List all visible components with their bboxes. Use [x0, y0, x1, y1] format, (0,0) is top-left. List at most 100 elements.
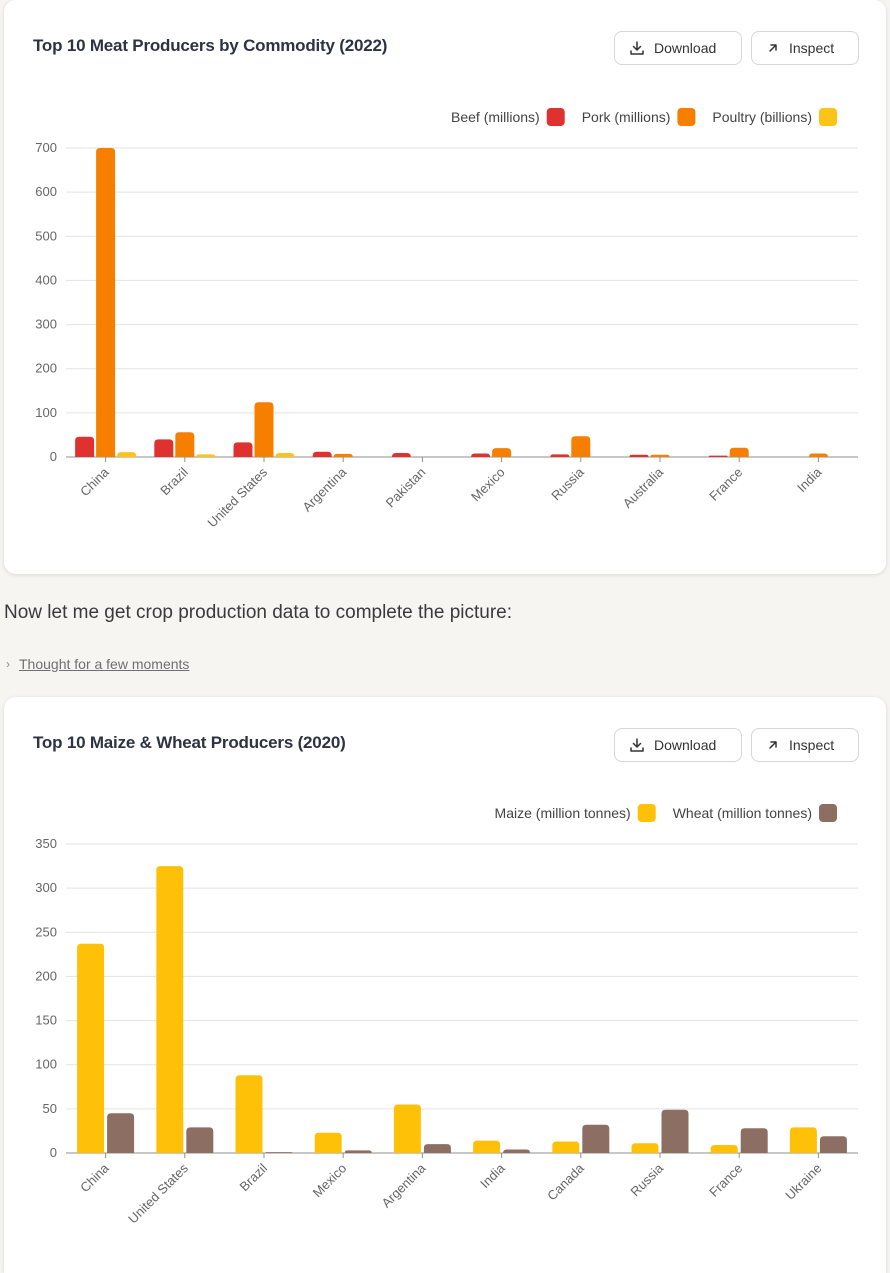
bar	[650, 454, 670, 457]
bar	[235, 1075, 263, 1153]
legend-swatch	[546, 108, 565, 126]
x-tick-label: China	[77, 1160, 112, 1195]
bar	[154, 439, 174, 457]
bar	[175, 432, 195, 457]
x-tick-label: Pakistan	[383, 465, 429, 511]
inspect-label: Inspect	[789, 40, 835, 56]
chevron-right-icon: ›	[6, 657, 10, 671]
crop-bar-chart: 0 50 100 150 200 250 300 350 Maize (million tonn…	[35, 804, 858, 1226]
x-tick-label: United States	[125, 1160, 191, 1226]
legend-label: Poultry (billions)	[712, 109, 812, 125]
y-tick-label: 500	[35, 228, 57, 243]
bar	[275, 453, 295, 457]
legend-label: Pork (millions)	[582, 109, 671, 125]
legend-label: Beef (millions)	[451, 109, 540, 125]
bar	[77, 943, 105, 1153]
meat-chart-card: Top 10 Meat Producers by Commodity (2022…	[4, 0, 886, 574]
bar	[710, 1145, 738, 1153]
y-tick-label: 50	[43, 1101, 57, 1116]
x-tick-label: Russia	[627, 1160, 666, 1199]
x-tick-label: Brazil	[237, 1160, 271, 1194]
legend-swatch	[637, 804, 656, 822]
bar	[196, 454, 216, 457]
bar	[789, 1127, 817, 1153]
bar	[471, 453, 491, 457]
bar	[808, 453, 828, 457]
x-tick-label: France	[706, 1161, 745, 1200]
y-tick-label: 350	[35, 836, 57, 851]
y-tick-label: 400	[35, 272, 57, 287]
bar	[729, 447, 749, 457]
y-tick-label: 700	[35, 140, 57, 155]
meat-bar-chart: 0 100 200 300 400 500 600 700 Beef (millions) Por…	[35, 108, 858, 530]
y-tick-label: 300	[35, 317, 57, 332]
x-tick-label: India	[794, 464, 825, 495]
bar	[492, 448, 512, 457]
x-tick-label: Argentina	[379, 1160, 430, 1211]
bar	[186, 1127, 214, 1153]
x-tick-label: United States	[204, 464, 270, 530]
inspect-label: Inspect	[789, 737, 835, 753]
bar	[344, 1150, 372, 1153]
download-label: Download	[654, 737, 717, 753]
x-tick-label: France	[706, 465, 745, 504]
arrow-up-right-icon	[766, 738, 780, 752]
crop-chart-card: Top 10 Maize & Wheat Producers (2020) Do…	[4, 697, 886, 1273]
x-tick-label: India	[477, 1160, 508, 1191]
download-icon	[629, 737, 645, 753]
bar	[312, 451, 332, 457]
bar	[473, 1140, 501, 1153]
x-tick-label: Brazil	[157, 464, 191, 498]
bar	[740, 1128, 768, 1153]
x-tick-label: Australia	[620, 464, 667, 511]
thought-toggle[interactable]: › Thought for a few moments	[6, 656, 189, 672]
bar	[333, 453, 353, 457]
bar	[75, 436, 95, 457]
y-tick-label: 250	[35, 924, 57, 939]
x-tick-label: Canada	[544, 1160, 587, 1203]
download-button[interactable]: Download	[614, 728, 742, 762]
bar	[571, 436, 591, 457]
inspect-button[interactable]: Inspect	[751, 31, 859, 65]
download-button[interactable]: Download	[614, 31, 742, 65]
y-tick-label: 150	[35, 1013, 57, 1028]
x-tick-label: Ukraine	[782, 1161, 824, 1203]
bar	[631, 1143, 659, 1153]
bar	[233, 442, 253, 457]
legend-label: Maize (million tonnes)	[495, 805, 631, 821]
bar	[550, 454, 570, 457]
chart-title: Top 10 Meat Producers by Commodity (2022…	[33, 36, 388, 55]
bar	[96, 148, 116, 457]
bar	[107, 1113, 135, 1153]
bar	[423, 1144, 451, 1153]
legend-swatch	[677, 108, 696, 126]
arrow-up-right-icon	[766, 41, 780, 55]
bar	[265, 1152, 293, 1153]
x-tick-label: Mexico	[310, 1161, 350, 1201]
bar	[156, 866, 184, 1153]
y-tick-label: 600	[35, 184, 57, 199]
bar	[314, 1132, 342, 1153]
download-label: Download	[654, 40, 717, 56]
bar	[254, 402, 274, 457]
bar	[393, 1104, 421, 1153]
assistant-message: Now let me get crop production data to c…	[4, 602, 512, 623]
bar	[708, 455, 728, 457]
bar	[582, 1124, 610, 1153]
bar	[819, 1136, 847, 1153]
y-tick-label: 200	[35, 361, 57, 376]
y-tick-label: 0	[50, 1145, 57, 1160]
bar	[391, 453, 411, 457]
y-tick-label: 300	[35, 880, 57, 895]
inspect-button[interactable]: Inspect	[751, 728, 859, 762]
thought-label[interactable]: Thought for a few moments	[19, 656, 190, 672]
download-icon	[629, 40, 645, 56]
bar	[661, 1109, 689, 1153]
y-tick-label: 200	[35, 968, 57, 983]
y-tick-label: 100	[35, 1057, 57, 1072]
bar	[552, 1141, 580, 1153]
legend-label: Wheat (million tonnes)	[673, 805, 812, 821]
x-tick-label: China	[77, 464, 112, 499]
bar	[503, 1149, 531, 1153]
x-tick-label: Mexico	[468, 465, 508, 505]
